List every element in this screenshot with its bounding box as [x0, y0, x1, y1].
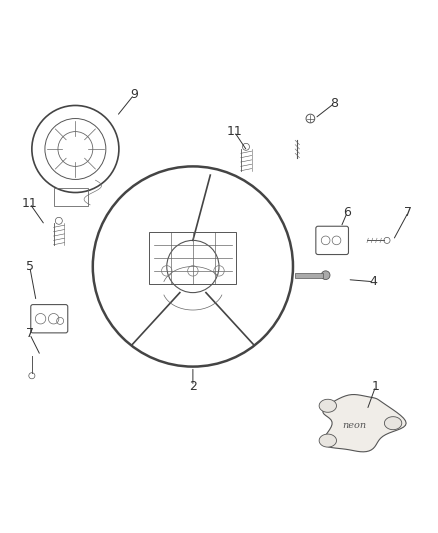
Text: 8: 8: [330, 97, 338, 110]
Polygon shape: [319, 399, 336, 413]
Circle shape: [321, 271, 330, 279]
Text: 2: 2: [189, 379, 197, 393]
Text: 11: 11: [226, 125, 242, 138]
Text: 1: 1: [372, 379, 380, 393]
Polygon shape: [323, 394, 406, 452]
Text: 9: 9: [130, 88, 138, 101]
Polygon shape: [295, 272, 323, 278]
Text: 7: 7: [26, 327, 34, 341]
Text: 6: 6: [343, 206, 351, 219]
Polygon shape: [385, 417, 402, 430]
Text: 7: 7: [404, 206, 412, 219]
Text: 4: 4: [370, 275, 378, 288]
Text: neon: neon: [342, 421, 366, 430]
Text: 5: 5: [26, 260, 34, 273]
Polygon shape: [319, 434, 336, 447]
Text: 11: 11: [22, 197, 38, 210]
